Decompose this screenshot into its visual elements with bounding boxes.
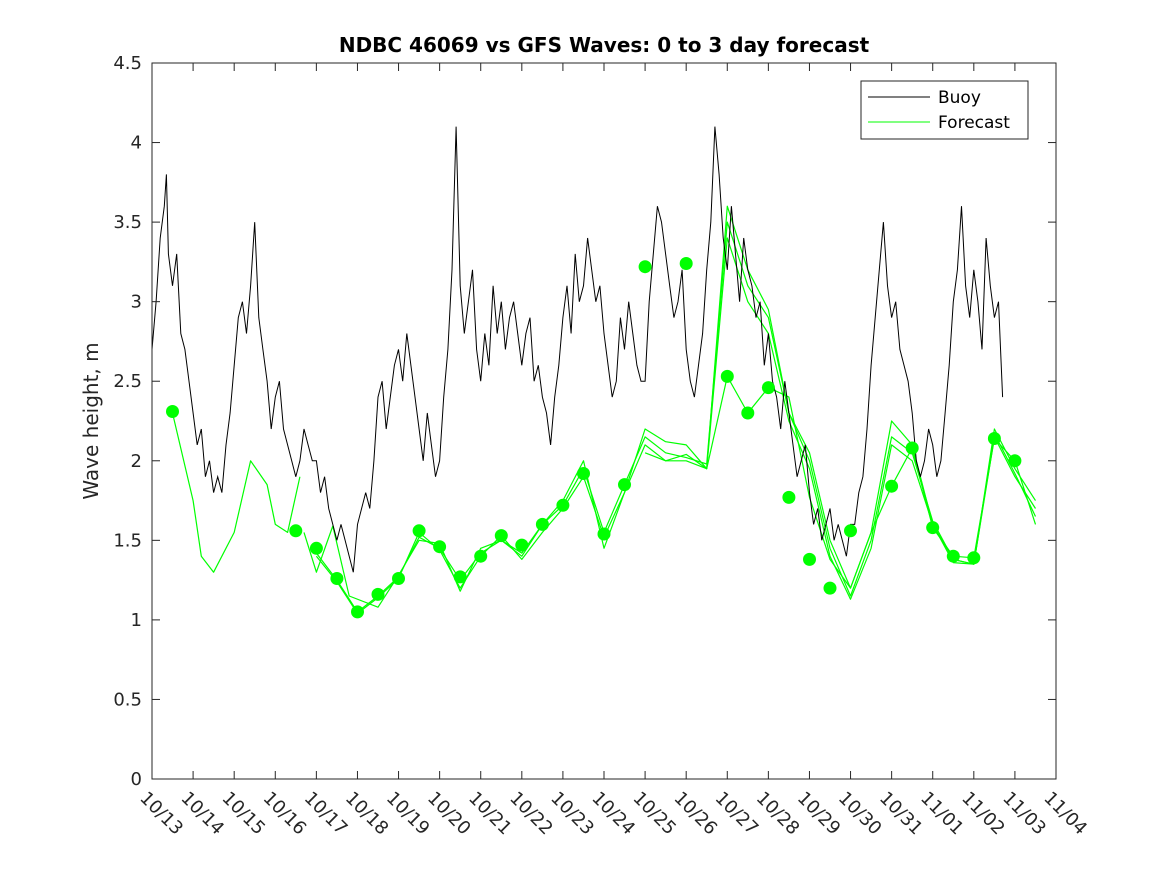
y-tick-label: 1 — [131, 610, 142, 631]
forecast-marker — [309, 541, 323, 555]
y-tick-label: 1.5 — [113, 530, 142, 551]
forecast-marker — [392, 572, 405, 585]
y-tick-label: 4 — [131, 133, 142, 154]
chart-title: NDBC 46069 vs GFS Waves: 0 to 3 day fore… — [339, 33, 870, 57]
forecast-marker — [905, 441, 919, 455]
forecast-marker — [844, 524, 857, 538]
series-layer — [151, 126, 1037, 619]
forecast-marker — [803, 552, 816, 566]
forecast-marker — [618, 478, 631, 492]
y-tick-label: 2.5 — [113, 371, 142, 392]
forecast-marker — [351, 605, 364, 619]
forecast-marker — [720, 369, 734, 383]
plot-background — [152, 63, 1056, 779]
forecast-marker — [823, 581, 837, 595]
y-axis-label: Wave height, m — [79, 342, 103, 499]
forecast-marker — [782, 490, 796, 504]
y-tick-label: 2 — [131, 451, 142, 472]
forecast-marker — [946, 549, 960, 563]
plot-area: 00.511.522.533.544.510/1310/1410/1510/16… — [113, 53, 1091, 839]
forecast-marker — [515, 538, 529, 552]
forecast-marker — [412, 524, 426, 538]
forecast-marker — [289, 524, 303, 538]
forecast-marker — [967, 551, 981, 565]
legend-label-forecast: Forecast — [938, 113, 1010, 133]
forecast-marker — [474, 549, 488, 563]
forecast-marker — [741, 406, 755, 420]
forecast-marker — [638, 260, 652, 274]
forecast-marker — [453, 570, 467, 584]
forecast-marker — [679, 257, 693, 270]
forecast-marker — [535, 517, 549, 531]
legend: Buoy Forecast — [860, 80, 1029, 140]
y-tick-label: 0 — [131, 769, 142, 790]
forecast-line — [171, 412, 301, 573]
forecast-marker — [885, 479, 899, 493]
forecast-marker — [577, 467, 590, 480]
forecast-marker — [433, 540, 447, 554]
legend-label-buoy: Buoy — [938, 88, 981, 108]
legend-box — [860, 80, 1029, 140]
forecast-marker — [761, 381, 775, 395]
forecast-marker — [597, 527, 611, 541]
forecast-marker — [556, 498, 570, 512]
forecast-marker — [371, 587, 385, 601]
y-tick-label: 4.5 — [113, 53, 142, 74]
forecast-marker — [494, 529, 508, 543]
forecast-marker — [330, 572, 344, 585]
y-tick-label: 3 — [131, 292, 142, 313]
y-tick-label: 0.5 — [113, 689, 142, 710]
forecast-marker — [987, 432, 1001, 445]
y-tick-label: 3.5 — [113, 212, 142, 233]
forecast-marker — [926, 521, 940, 535]
forecast-marker — [166, 405, 179, 418]
buoy-line — [151, 126, 1004, 573]
forecast-marker — [1008, 454, 1022, 468]
